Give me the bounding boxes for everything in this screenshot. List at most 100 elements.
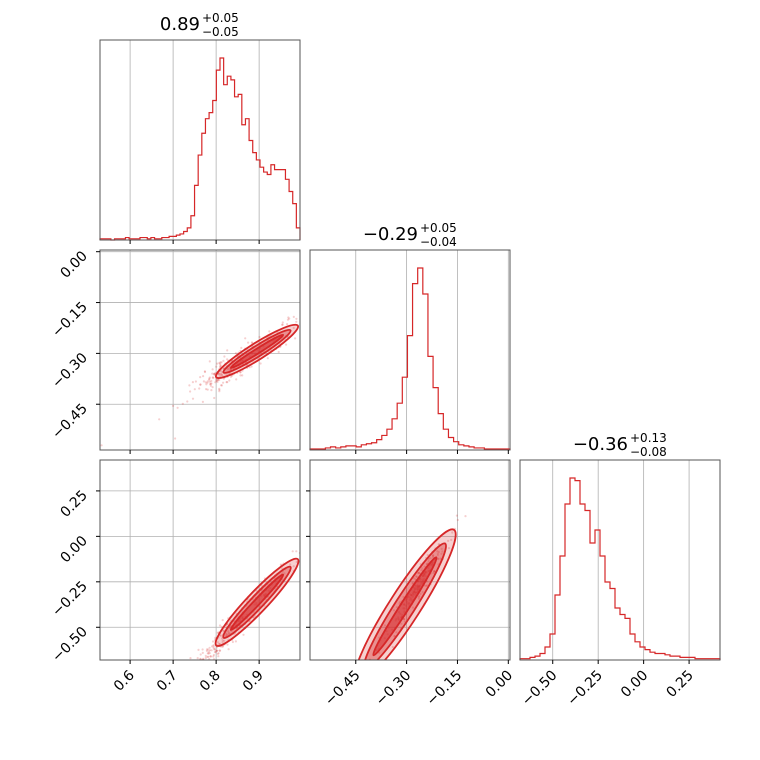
scatter-point (431, 555, 434, 558)
scatter-point (207, 655, 210, 658)
scatter-point (227, 631, 230, 635)
scatter-point (194, 380, 197, 383)
scatter-point (292, 326, 295, 330)
scatter-point (213, 396, 216, 400)
scatter-point (204, 381, 207, 384)
scatter-point (411, 606, 415, 609)
title-0-minus: −0.05 (202, 25, 239, 39)
scatter-point (199, 664, 201, 666)
scatter-point (429, 557, 432, 560)
scatter-point (281, 323, 284, 326)
scatter-point (216, 631, 219, 635)
scatter-point (215, 649, 219, 652)
scatter-panel-1-2 (306, 459, 511, 725)
scatter-point (395, 606, 398, 609)
scatter-point (294, 337, 297, 340)
scatter-point (189, 657, 192, 660)
title-param-0: 0.89 +0.05 −0.05 (160, 11, 239, 39)
scatter-point (286, 323, 289, 326)
scatter-point (209, 383, 212, 386)
scatter-point (201, 651, 204, 655)
scatter-point (215, 379, 219, 382)
scatter-point (353, 690, 355, 692)
scatter-point (181, 685, 183, 687)
title-param-2: −0.36 +0.13 −0.08 (573, 431, 667, 459)
scatter-point (447, 547, 451, 550)
scatter-point (441, 550, 444, 553)
hist-step-0 (99, 57, 301, 241)
scatter-point (425, 584, 429, 587)
scatter-point (455, 514, 458, 517)
scatter-point (214, 651, 217, 654)
y-tick-label-2-3: −0.50 (49, 624, 91, 666)
scatter-point (295, 560, 298, 564)
scatter-point (281, 323, 284, 326)
scatter-point (212, 646, 215, 650)
scatter-point (239, 374, 242, 377)
scatter-point (419, 592, 422, 596)
scatter-point (392, 609, 396, 612)
scatter-point (222, 629, 225, 632)
scatter-point (211, 386, 214, 389)
scatter-point (417, 597, 420, 600)
scatter-point (143, 715, 145, 717)
scatter-point (239, 371, 242, 374)
scatter-point (219, 361, 222, 364)
scatter-point (244, 337, 247, 340)
scatter-point (250, 341, 254, 344)
scatter-point (255, 589, 258, 592)
scatter-point (220, 361, 223, 364)
scatter-point (206, 652, 209, 655)
x-tick-label-0-3: 0.9 (240, 668, 267, 695)
scatter-point (172, 404, 175, 407)
scatter-point (218, 390, 221, 393)
scatter-point (436, 552, 439, 555)
scatter-point (226, 643, 229, 646)
scatter-point (195, 665, 197, 667)
title-1-minus: −0.04 (420, 235, 457, 249)
scatter-point (395, 631, 398, 634)
scatter-point (210, 649, 213, 652)
scatter-point (215, 649, 218, 652)
scatter-point (426, 553, 429, 557)
scatter-point (417, 572, 420, 575)
scatter-point (216, 641, 219, 644)
scatter-point (216, 649, 219, 652)
title-2-minus: −0.08 (630, 445, 667, 459)
scatter-point (220, 384, 223, 387)
scatter-frame-2 (309, 459, 511, 661)
scatter-point (217, 378, 220, 381)
scatter-point (288, 317, 291, 320)
scatter-point (225, 632, 228, 635)
scatter-point (202, 657, 205, 660)
scatter-point (402, 595, 405, 599)
scatter-point (206, 655, 209, 659)
scatter-point (200, 672, 202, 674)
scatter-point (247, 341, 250, 344)
scatter-point (260, 584, 263, 587)
scatter-point (218, 649, 221, 652)
scatter-point (283, 572, 286, 575)
scatter-point (193, 388, 196, 391)
scatter-point (203, 370, 207, 374)
scatter-point (400, 622, 403, 625)
x-tick-label-1-3: 0.00 (483, 668, 516, 701)
y-tick-label-1-1: −0.15 (49, 299, 91, 341)
scatter-point (226, 349, 229, 352)
scatter-point (329, 723, 331, 725)
scatter-point (222, 381, 225, 384)
scatter-point (205, 383, 208, 386)
scatter-point (223, 355, 226, 358)
scatter-point (239, 371, 242, 374)
scatter-point (228, 379, 231, 382)
contours-1 (214, 557, 300, 647)
scatter-point (432, 570, 436, 573)
scatter-panel-0-1 (96, 249, 301, 454)
scatter-point (211, 372, 214, 375)
scatter-point (436, 554, 439, 557)
scatter-point (402, 618, 406, 621)
scatter-point (210, 379, 213, 383)
scatter-point (212, 644, 215, 647)
scatter-point (210, 389, 213, 392)
scatter-point (393, 635, 396, 638)
